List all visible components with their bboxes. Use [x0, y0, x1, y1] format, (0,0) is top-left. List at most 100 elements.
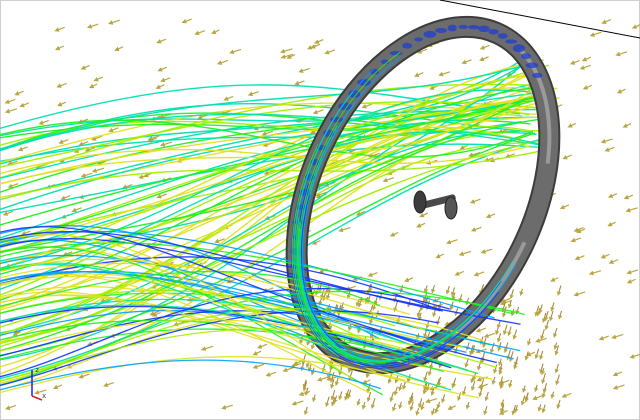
streamline: [0, 319, 463, 370]
arrow-glyph: [544, 310, 549, 322]
arrow-glyph: [252, 363, 264, 369]
streamline: [0, 102, 537, 164]
arrow-glyph: [498, 376, 504, 387]
arrow-glyph: [576, 228, 586, 234]
tire-highlight: [294, 24, 552, 366]
arrow-glyph: [524, 351, 529, 361]
arrow-glyph: [454, 346, 459, 354]
arrow-glyph: [398, 383, 403, 392]
arrow-glyph: [302, 379, 307, 389]
arrow-glyph: [600, 138, 613, 144]
arrow-glyph: [435, 253, 445, 259]
arrow-glyph: [562, 154, 572, 160]
arrow-glyph: [393, 386, 398, 396]
arrow-glyph: [325, 289, 331, 301]
arrow-glyph: [570, 237, 582, 243]
arrow-glyph: [616, 88, 626, 94]
arrow-glyph: [631, 24, 640, 29]
arrow-glyph: [300, 362, 305, 372]
pressure-spot: [505, 39, 518, 44]
streamline: [0, 356, 406, 394]
arrow-glyph: [347, 389, 352, 400]
arrow-glyph: [71, 207, 82, 213]
arrow-glyph: [34, 389, 47, 395]
streamline: [0, 230, 495, 319]
streamline: [0, 262, 411, 316]
arrow-glyph: [612, 371, 623, 377]
streamline: [0, 82, 543, 185]
arrow-glyph: [355, 298, 361, 307]
arrow-glyph: [498, 367, 503, 376]
streamline: [0, 144, 532, 175]
streamline: [0, 238, 521, 325]
arrow-glyph: [393, 301, 399, 313]
arrow-glyph: [479, 56, 489, 62]
arrow-glyph: [402, 381, 407, 390]
arrow-glyph: [542, 383, 548, 394]
arrow-glyph: [539, 363, 544, 374]
arrow-glyph: [556, 285, 562, 296]
arrow-glyph: [344, 392, 349, 401]
streamline: [0, 310, 439, 387]
arrow-glyph: [257, 343, 268, 349]
streamline: [0, 139, 545, 348]
streamline: [0, 273, 365, 364]
streamline: [295, 25, 551, 365]
arrow-glyph: [479, 44, 490, 50]
arrow-glyph: [108, 19, 120, 25]
arrow-glyph: [247, 91, 259, 97]
streamlines-front: [0, 21, 555, 399]
arrow-glyph: [496, 320, 502, 329]
arrow-glyph: [54, 26, 65, 32]
streamline: [0, 117, 548, 352]
arrow-glyph: [608, 259, 619, 264]
arrow-glyph: [265, 371, 277, 377]
pressure-spot: [414, 37, 423, 42]
arrow-glyph: [437, 302, 442, 311]
arrow-glyph: [526, 351, 536, 357]
arrow-glyph: [338, 391, 343, 401]
streamline: [291, 21, 555, 369]
arrow-glyph: [470, 380, 476, 392]
arrow-glyph: [391, 403, 397, 412]
arrow-glyph: [539, 350, 544, 361]
arrow-glyph: [427, 367, 433, 377]
arrow-glyph: [78, 373, 90, 379]
arrow-glyph: [55, 45, 65, 51]
pressure-spot: [447, 24, 457, 32]
arrow-glyph: [512, 329, 518, 340]
streamline: [0, 109, 530, 335]
pressure-spot: [521, 53, 531, 60]
arrow-glyph: [459, 144, 469, 150]
arrow-glyph: [149, 310, 160, 316]
streamline: [0, 234, 352, 379]
arrow-glyph: [561, 392, 572, 398]
arrow-glyph: [446, 239, 458, 245]
arrow-glyph: [607, 221, 616, 227]
arrow-glyph: [500, 399, 505, 408]
axis-triad: z x: [31, 366, 46, 401]
arrow-glyph: [366, 391, 372, 403]
arrow-glyph: [441, 394, 446, 404]
arrow-glyph: [458, 250, 472, 256]
arrow-glyph: [582, 84, 592, 90]
arrow-glyph: [4, 108, 18, 114]
streamline: [0, 97, 560, 308]
streamline: [298, 28, 548, 362]
streamline: [0, 98, 526, 253]
streamline: [0, 359, 381, 391]
streamline: [0, 309, 483, 391]
arrow-glyph: [96, 160, 106, 166]
arrow-glyph: [368, 284, 373, 293]
streamline: [0, 83, 551, 179]
arrow-glyph: [330, 389, 336, 401]
arrow-glyph: [370, 397, 376, 410]
arrow-glyph: [156, 38, 167, 44]
arrow-glyph: [430, 388, 435, 396]
arrow-glyph: [549, 310, 554, 322]
arrow-glyph: [504, 153, 515, 159]
streamline: [296, 27, 550, 363]
arrow-glyph: [498, 358, 503, 367]
arrow-glyph: [500, 405, 505, 414]
